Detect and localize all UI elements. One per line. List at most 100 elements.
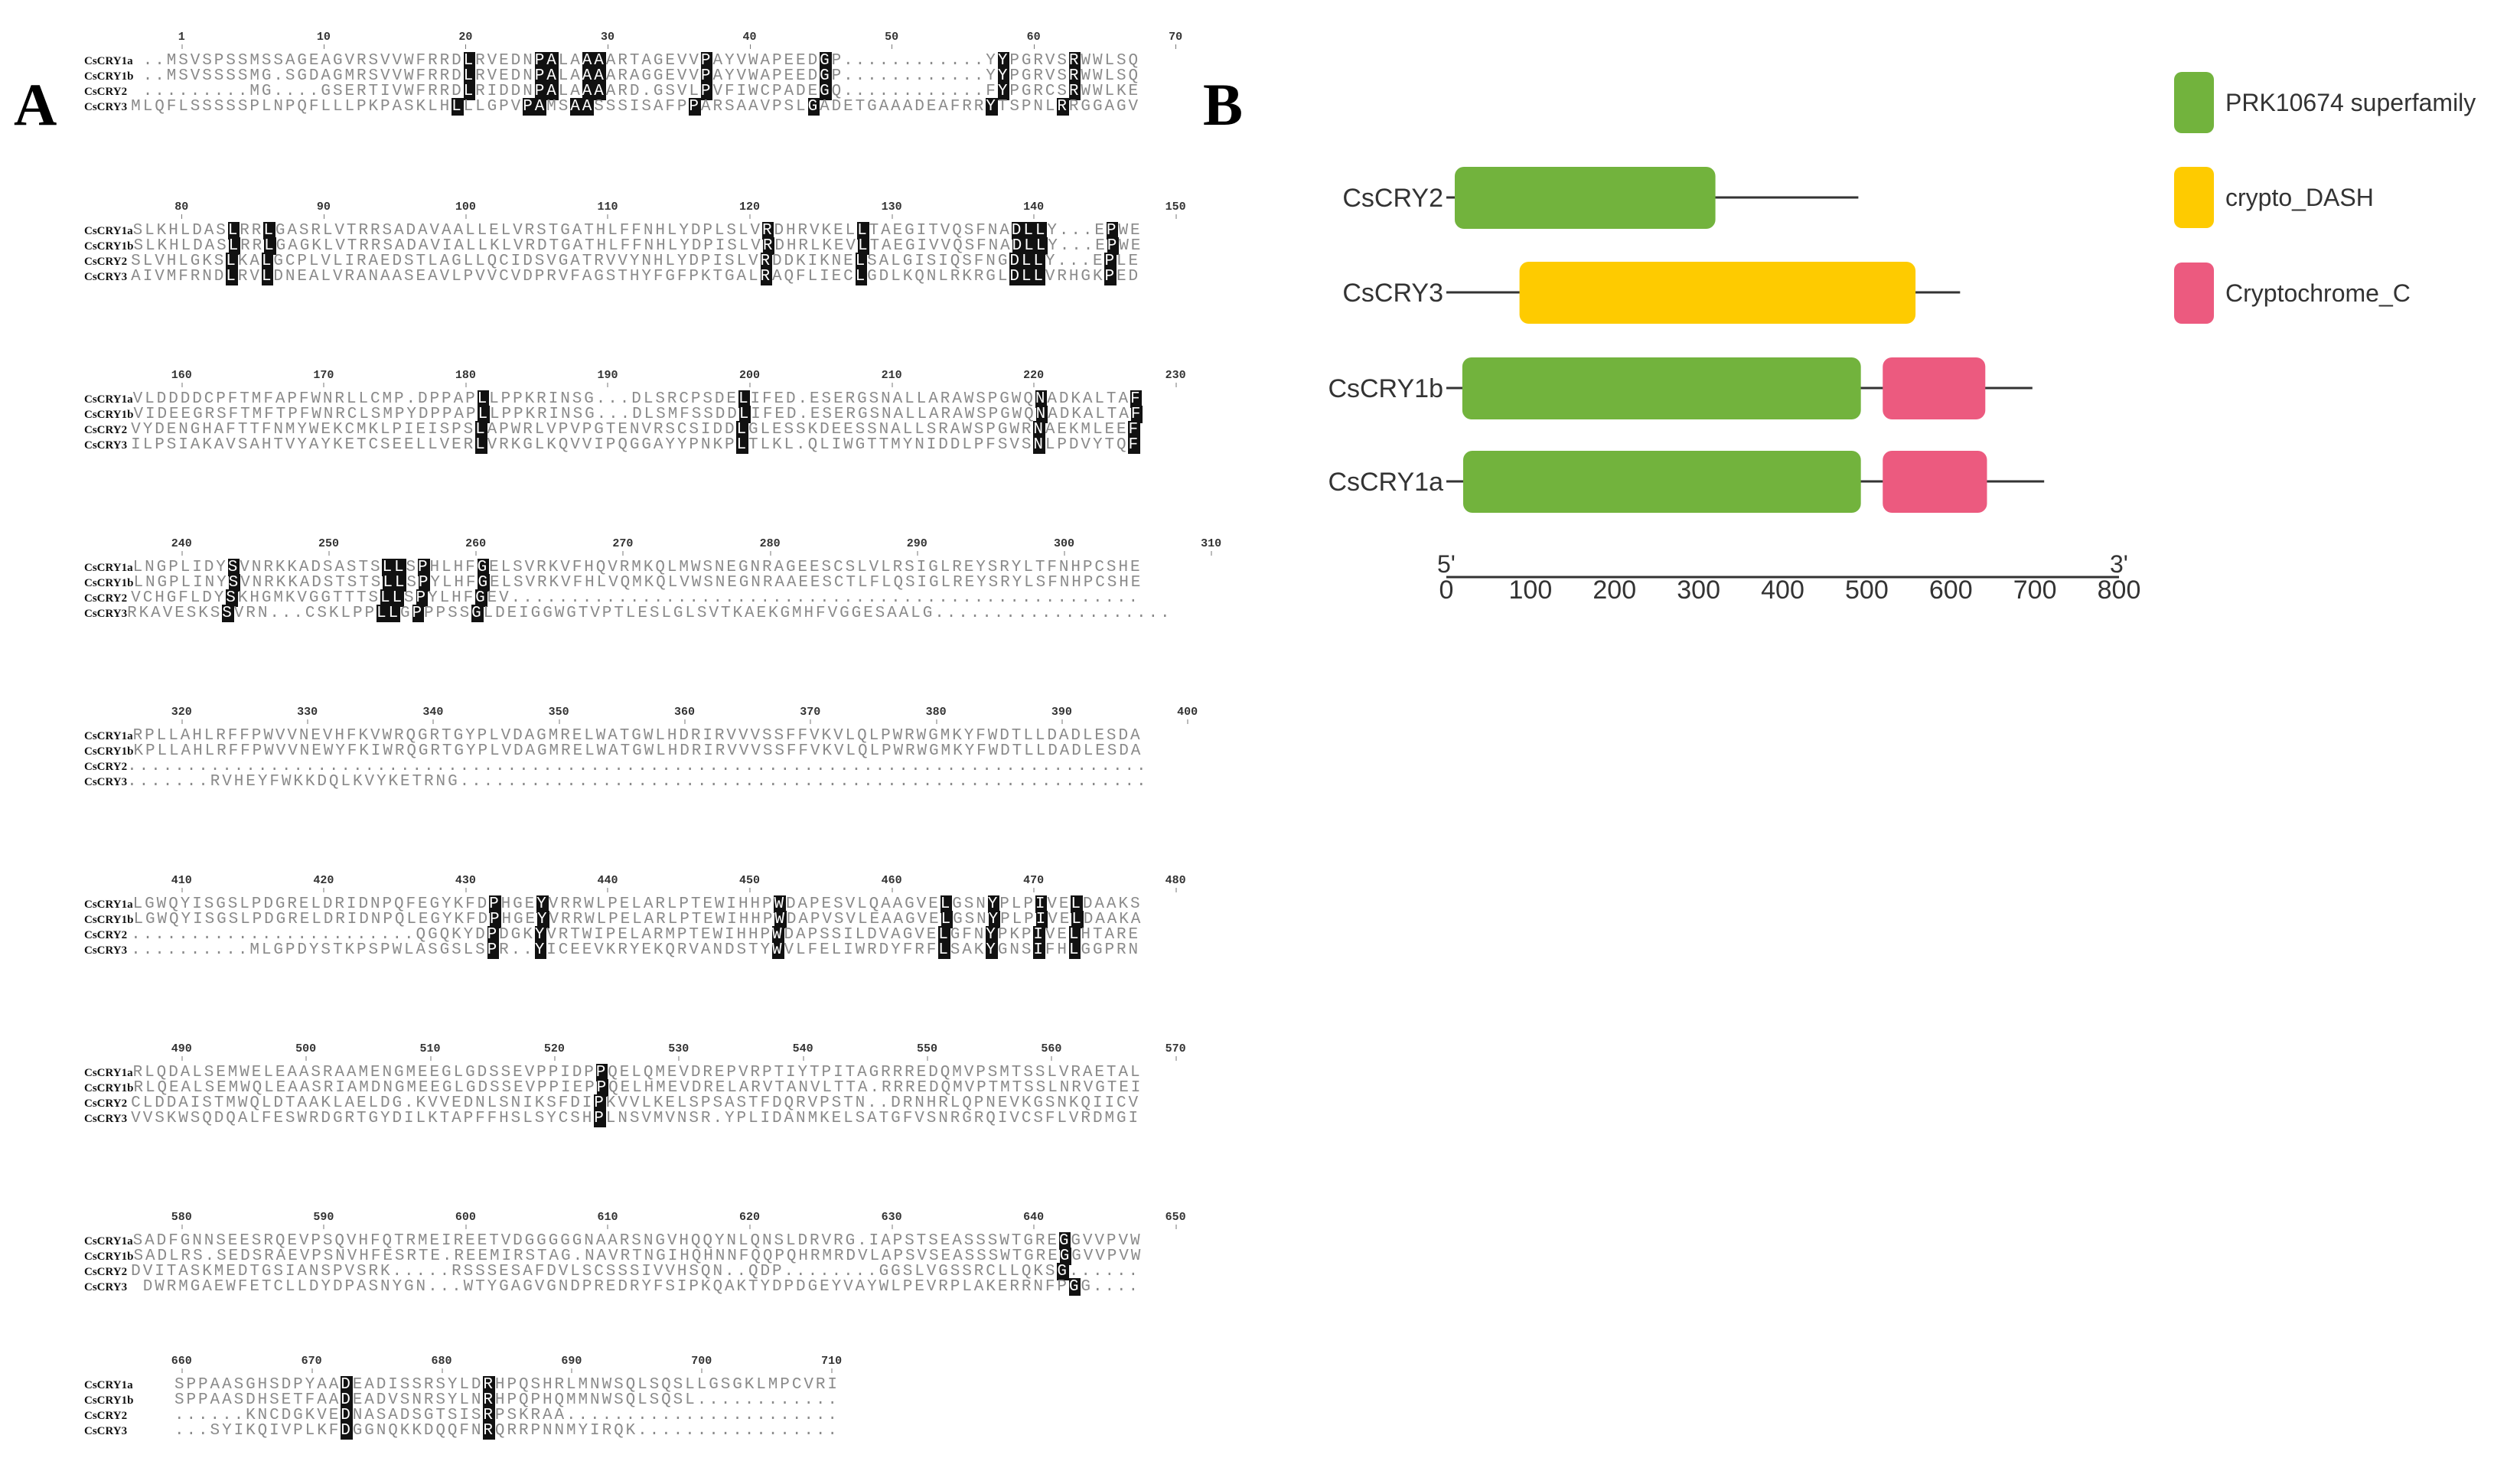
- position-ruler: 660 670 680 690 700 710: [171, 1355, 1123, 1378]
- sequence-text: ..MSVSPSSMSSAGEAGVRSVVWFRRDLRVEDNPALAAAA…: [142, 52, 1140, 70]
- protein-cscry1b: CsCRY1b: [1328, 357, 2033, 419]
- alignment-row: CsCRY1a RPLLAHLRFFPWVVNEVHFKVWRQGRTGYPLVD…: [84, 728, 1140, 744]
- axis-start-label: 5': [1437, 550, 1456, 578]
- sequence-name: CsCRY3: [84, 1112, 128, 1125]
- protein-cscry1a: CsCRY1a: [1328, 451, 2045, 513]
- legend-swatch: [2174, 167, 2214, 228]
- sequence-text: .......RVHEYFWKKDQLKVYKETRNG............…: [127, 773, 1149, 791]
- alignment-row: CsCRY1b SPPAASDHSETFAADEADVSNRSYLNRHPQPHQ…: [84, 1391, 1140, 1409]
- ruler-tick-label: 360: [673, 706, 696, 724]
- ruler-tick-label: 210: [881, 369, 902, 387]
- alignment-block: 240 250 260 270 280 290 300 310 CsCRY1a LNGPLIDYS…: [84, 537, 1221, 622]
- protein-cscry3: CsCRY3: [1342, 262, 1961, 324]
- ruler-tick-label: 110: [597, 201, 618, 219]
- ruler-tick-label: 310: [1201, 537, 1222, 556]
- sequence-text: SLVHLGKSLKALGCPLVLIRAEDSTLAGLLQCIDSVGATR…: [131, 253, 1140, 270]
- panel-a-label: A: [14, 71, 57, 138]
- sequence-name: CsCRY3: [84, 100, 128, 113]
- sequence-name: CsCRY2: [84, 928, 128, 941]
- legend-label: PRK10674 superfamily: [2225, 88, 2476, 116]
- axis-tick-label: 500: [1845, 576, 1889, 605]
- sequence-text: VLDDDDCPFTMFAPFWNRLLCMP.DPPAPLLPPKRINSG.…: [132, 390, 1143, 408]
- alignment-block: 660 670 680 690 700 710 CsCRY1a SPPAASGHSDPYAAD…: [84, 1355, 1140, 1440]
- sequence-name: CsCRY1b: [84, 1250, 134, 1263]
- domain-cryptochrome-c: [1883, 451, 1987, 513]
- sequence-text: ........................QGQKYDPDGKYVRTWI…: [131, 926, 1140, 944]
- alignment-row: CsCRY1a SPPAASGHSDPYAADEADISSRSYLDRHPQSHR…: [84, 1376, 1140, 1394]
- sequence-text: SADFGNNSEESRQEVPSQVHFQTRMEIREETVDGGGGGNA…: [132, 1232, 1143, 1250]
- alignment-row: CsCRY1b VIDEEGRSFTMFTPFWNRCLSMPYDPPAPLLPP…: [84, 406, 1143, 423]
- ruler-tick-label: 680: [431, 1355, 452, 1373]
- ruler-tick-label: 390: [1051, 706, 1072, 724]
- domain-cryptochrome-c: [1883, 357, 1986, 419]
- sequence-text: LGWQYISGSLPDGRELDRIDNPQFEGYKFDPHGEYVRRWL…: [132, 895, 1143, 913]
- ruler-tick-label: 400: [1177, 706, 1198, 724]
- alignment-row: CsCRY3 VVSKWSQDQALFESWRDGRTGYDILKTAPFFHSL…: [84, 1110, 1140, 1127]
- protein-label: CsCRY3: [1342, 279, 1443, 308]
- ruler-tick-label: 300: [1053, 537, 1075, 556]
- alignment-row: CsCRY3 DWRMGAEWFETCLLDYDPASNYGN...WTYGAGV…: [84, 1278, 1140, 1296]
- sequence-name: CsCRY1a: [84, 393, 133, 406]
- sequence-name: CsCRY3: [84, 1424, 128, 1437]
- sequence-name: CsCRY2: [84, 760, 128, 773]
- sequence-name: CsCRY2: [84, 1265, 128, 1278]
- ruler-tick-label: 370: [800, 706, 821, 724]
- ruler-tick-label: 640: [1023, 1211, 1045, 1229]
- axis-tick-label: 800: [2098, 576, 2141, 605]
- legend-item: Cryptochrome_C: [2174, 263, 2411, 324]
- sequence-name: CsCRY3: [84, 439, 128, 452]
- alignment-row: CsCRY3 .......RVHEYFWKKDQLKVYKETRNG......…: [84, 774, 1146, 790]
- ruler-tick-label: 480: [1165, 874, 1186, 892]
- ruler-tick-label: 580: [171, 1211, 192, 1229]
- sequence-name: CsCRY1b: [84, 408, 134, 421]
- ruler-tick-label: 330: [297, 706, 318, 724]
- ruler-tick-label: 340: [422, 706, 444, 724]
- sequence-text: ..........MLGPDYSTKPSPWLASGSLSPR..YICEEV…: [131, 941, 1140, 959]
- ruler-tick-label: 20: [458, 31, 473, 49]
- alignment-row: CsCRY2 .........MG....GSERTIVWFRRDLRIDDNP…: [84, 83, 1140, 100]
- ruler-tick-label: 420: [313, 874, 334, 892]
- ruler-tick-label: 240: [171, 537, 192, 556]
- sequence-text: DVITASKMEDTGSIANSPVSRK.....RSSSESAFDVLSC…: [131, 1263, 1140, 1280]
- ruler-tick-label: 690: [561, 1355, 582, 1373]
- sequence-text: RLQEALSEMWQLEAASRIAMDNGMEEGLGDSSEVPPIEPP…: [133, 1079, 1143, 1097]
- alignment-block: 490 500 510 520 530 540 550 560 570 CsCRY1a RLQDAL…: [84, 1042, 1186, 1127]
- position-ruler: 80 90 100 110 120 130 140 150: [174, 201, 1186, 223]
- position-ruler: 320 330 340 350 360 370 380 390 400: [171, 706, 1198, 729]
- alignment-row: CsCRY1a LGWQYISGSLPDGRELDRIDNPQFEGYKFDPHG…: [84, 895, 1143, 913]
- axis-tick-label: 300: [1677, 576, 1720, 605]
- ruler-tick-label: 670: [301, 1355, 322, 1373]
- sequence-name: CsCRY1b: [84, 576, 134, 589]
- ruler-tick-label: 660: [171, 1355, 192, 1373]
- ruler-tick-label: 430: [455, 874, 476, 892]
- axis-tick-label: 600: [1929, 576, 1973, 605]
- ruler-tick-label: 460: [881, 874, 902, 892]
- ruler-tick-label: 550: [916, 1042, 937, 1061]
- ruler-tick-label: 280: [759, 537, 781, 556]
- position-ruler: 1 10 20 30 40 50 60 70: [174, 31, 1182, 54]
- sequence-text: .........MG....GSERTIVWFRRDLRIDDNPALAAAA…: [142, 83, 1140, 100]
- sequence-name: CsCRY3: [84, 270, 128, 283]
- ruler-tick-label: 230: [1165, 369, 1186, 387]
- alignment-row: CsCRY2 DVITASKMEDTGSIANSPVSRK.....RSSSESA…: [84, 1263, 1140, 1280]
- ruler-tick-label: 510: [419, 1042, 441, 1061]
- axis-tick-label: 200: [1593, 576, 1636, 605]
- ruler-tick-label: 1: [178, 31, 185, 49]
- ruler-tick-label: 570: [1165, 1042, 1186, 1061]
- sequence-text: DWRMGAEWFETCLLDYDPASNYGN...WTYGAGVGNDPRE…: [142, 1278, 1140, 1296]
- position-ruler: 580 590 600 610 620 630 640 650: [171, 1211, 1186, 1234]
- ruler-tick-label: 150: [1165, 201, 1186, 219]
- ruler-tick-label: 70: [1169, 31, 1183, 49]
- panel-b-label: B: [1203, 71, 1244, 138]
- alignment-row: CsCRY1a RLQDALSEMWELEAASRAAMENGMEEGLGDSSE…: [84, 1064, 1140, 1081]
- axis-end-label: 3': [2110, 550, 2128, 578]
- alignment-block: 160 170 180 190 200 210 220 230 CsCRY1a VLDDDDCPF…: [84, 369, 1186, 454]
- alignment-row: CsCRY1b SADLRS.SEDSRAEVPSNVHFESRTE.REEMIR…: [84, 1248, 1140, 1265]
- sequence-name: CsCRY3: [84, 944, 128, 957]
- alignment-block: 410 420 430 440 450 460 470 480 CsCRY1a LGWQYISGS…: [84, 874, 1186, 959]
- ruler-tick-label: 180: [455, 369, 476, 387]
- alignment-row: CsCRY1b SLKHLDASLRRLGAGKLVTRRSADAVIALLKLV…: [84, 237, 1140, 255]
- sequence-text: ......KNCDGKVEDNASADSGTSISRPSKRAA.......…: [174, 1407, 839, 1424]
- alignment-row: CsCRY1b ..MSVSSSSMG.SGDAGMRSVVWFRRDLRVEDN…: [84, 67, 1140, 85]
